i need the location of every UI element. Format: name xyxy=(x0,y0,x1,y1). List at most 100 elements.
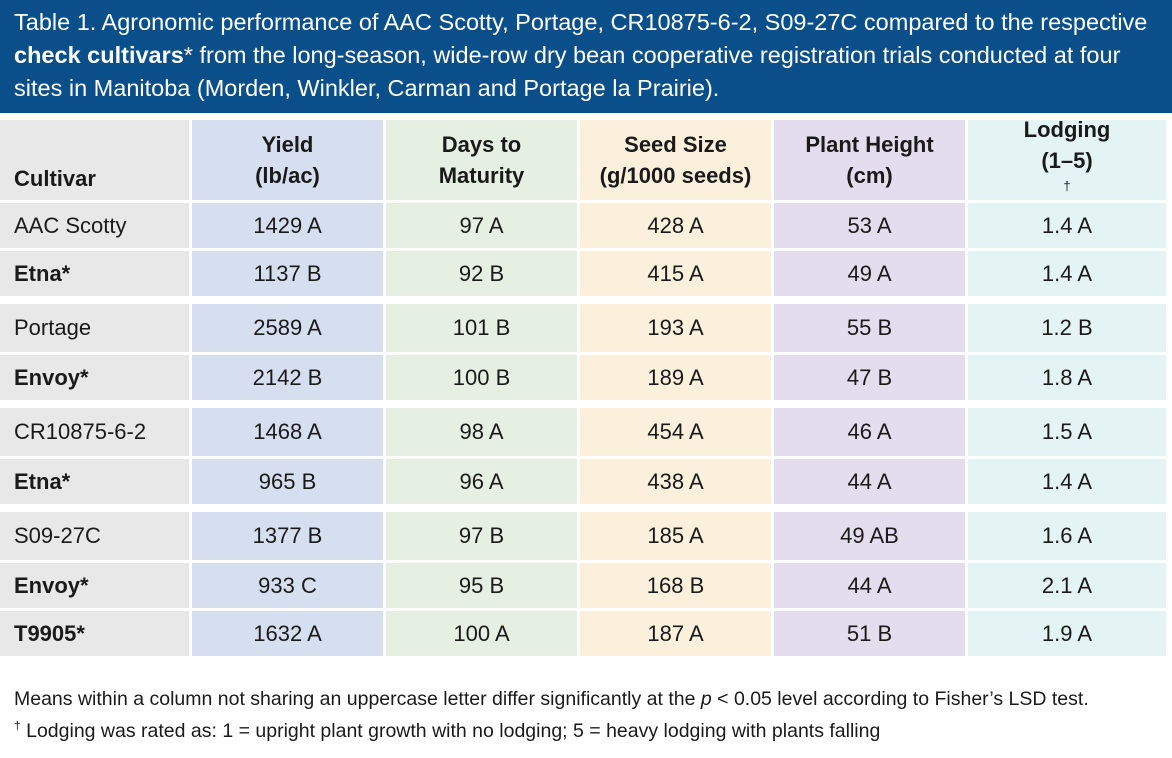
cell-cultivar: Envoy* xyxy=(0,352,192,400)
title-text-part2: * from the long-season, wide-row dry bea… xyxy=(14,42,1121,101)
cell-height: 49 AB xyxy=(774,512,968,560)
group-gap xyxy=(968,504,1166,512)
cell-lodging: 1.5 A xyxy=(968,408,1166,456)
cell-maturity: 97 B xyxy=(386,512,580,560)
cell-height: 46 A xyxy=(774,408,968,456)
cell-yield: 2589 A xyxy=(192,304,386,352)
header-lodging: Lodging (1–5) † xyxy=(968,117,1166,200)
title-text-part1: Table 1. Agronomic performance of AAC Sc… xyxy=(14,9,1148,35)
header-maturity-line1: Days to xyxy=(441,132,522,157)
cell-seed: 193 A xyxy=(580,304,774,352)
header-height-line2: (cm) xyxy=(846,163,893,188)
header-yield-line2: (lb/ac) xyxy=(255,163,320,188)
group-gap xyxy=(774,296,968,304)
cell-cultivar: S09-27C xyxy=(0,512,192,560)
cell-maturity: 92 B xyxy=(386,248,580,296)
group-gap xyxy=(968,296,1166,304)
header-seed-line1: Seed Size xyxy=(624,132,727,157)
cell-seed: 454 A xyxy=(580,408,774,456)
cell-cultivar: T9905* xyxy=(0,608,192,656)
footnote-line1-b: < 0.05 level according to Fisher’s LSD t… xyxy=(711,688,1089,710)
cell-seed: 415 A xyxy=(580,248,774,296)
group-gap xyxy=(580,504,774,512)
header-lodging-line2: (1–5) † xyxy=(1041,145,1092,207)
group-gap xyxy=(774,400,968,408)
header-yield-line1: Yield xyxy=(261,132,314,157)
group-gap xyxy=(192,504,386,512)
footnote-significance: Means within a column not sharing an upp… xyxy=(14,683,1164,715)
cell-yield: 1137 B xyxy=(192,248,386,296)
cell-height: 51 B xyxy=(774,608,968,656)
cell-yield: 965 B xyxy=(192,456,386,504)
cell-cultivar: Portage xyxy=(0,304,192,352)
cell-height: 44 A xyxy=(774,560,968,608)
cell-maturity: 95 B xyxy=(386,560,580,608)
group-gap xyxy=(580,296,774,304)
title-text-bold: check cultivars xyxy=(14,42,184,68)
footnote-lodging: † Lodging was rated as: 1 = upright plan… xyxy=(14,715,1164,747)
header-maturity-line2: Maturity xyxy=(438,163,525,188)
group-gap xyxy=(386,504,580,512)
header-height-line1: Plant Height xyxy=(805,132,934,157)
cell-cultivar: Envoy* xyxy=(0,560,192,608)
header-lodging-dagger: † xyxy=(1063,178,1071,194)
cell-lodging: 1.4 A xyxy=(968,248,1166,296)
group-gap xyxy=(580,400,774,408)
cell-seed: 185 A xyxy=(580,512,774,560)
group-gap xyxy=(0,400,192,408)
cell-yield: 2142 B xyxy=(192,352,386,400)
cell-height: 47 B xyxy=(774,352,968,400)
cell-lodging: 1.8 A xyxy=(968,352,1166,400)
cell-cultivar: CR10875-6-2 xyxy=(0,408,192,456)
cell-yield: 933 C xyxy=(192,560,386,608)
cell-maturity: 100 B xyxy=(386,352,580,400)
data-table: Cultivar Yield (lb/ac) Days to Maturity Se… xyxy=(0,117,1166,656)
cell-lodging: 1.4 A xyxy=(968,456,1166,504)
header-cultivar-label: Cultivar xyxy=(14,166,96,191)
footnote-dagger: † xyxy=(14,718,21,733)
group-gap xyxy=(386,296,580,304)
cell-seed: 189 A xyxy=(580,352,774,400)
cell-height: 49 A xyxy=(774,248,968,296)
cell-maturity: 98 A xyxy=(386,408,580,456)
cell-maturity: 101 B xyxy=(386,304,580,352)
header-seed-size: Seed Size (g/1000 seeds) xyxy=(580,120,774,200)
cell-lodging: 1.4 A xyxy=(968,200,1166,248)
cell-cultivar: Etna* xyxy=(0,456,192,504)
cell-lodging: 1.6 A xyxy=(968,512,1166,560)
header-plant-height: Plant Height (cm) xyxy=(774,120,968,200)
footnote-line2: Lodging was rated as: 1 = upright plant … xyxy=(20,720,881,742)
group-gap xyxy=(774,504,968,512)
header-maturity: Days to Maturity xyxy=(386,120,580,200)
header-yield: Yield (lb/ac) xyxy=(192,120,386,200)
cell-seed: 168 B xyxy=(580,560,774,608)
cell-lodging: 1.9 A xyxy=(968,608,1166,656)
cell-height: 53 A xyxy=(774,200,968,248)
cell-cultivar: Etna* xyxy=(0,248,192,296)
group-gap xyxy=(192,296,386,304)
cell-seed: 438 A xyxy=(580,456,774,504)
cell-lodging: 2.1 A xyxy=(968,560,1166,608)
cell-height: 44 A xyxy=(774,456,968,504)
group-gap xyxy=(192,400,386,408)
cell-yield: 1377 B xyxy=(192,512,386,560)
cell-yield: 1429 A xyxy=(192,200,386,248)
cell-seed: 428 A xyxy=(580,200,774,248)
cell-yield: 1632 A xyxy=(192,608,386,656)
cell-height: 55 B xyxy=(774,304,968,352)
header-lodging-line1: Lodging xyxy=(1023,116,1111,142)
group-gap xyxy=(0,296,192,304)
cell-yield: 1468 A xyxy=(192,408,386,456)
table-title: Table 1. Agronomic performance of AAC Sc… xyxy=(0,0,1172,113)
header-lodging-scale: (1–5) xyxy=(1041,147,1093,173)
group-gap xyxy=(0,504,192,512)
group-gap xyxy=(968,400,1166,408)
footnote-p: p xyxy=(700,688,712,710)
cell-maturity: 96 A xyxy=(386,456,580,504)
header-cultivar: Cultivar xyxy=(0,120,192,200)
cell-seed: 187 A xyxy=(580,608,774,656)
group-gap xyxy=(386,400,580,408)
header-seed-line2: (g/1000 seeds) xyxy=(599,163,752,188)
cell-maturity: 97 A xyxy=(386,200,580,248)
footnote-line1-a: Means within a column not sharing an upp… xyxy=(14,688,701,710)
